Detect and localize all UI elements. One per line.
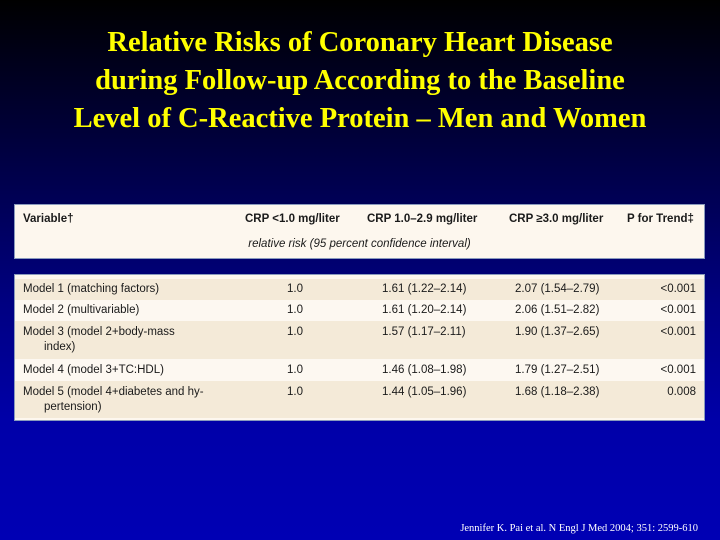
cell-crp-low: 1.0 bbox=[287, 364, 303, 376]
header-crp-mid: CRP 1.0–2.9 mg/liter bbox=[367, 213, 478, 225]
cell-p-trend: 0.008 bbox=[667, 386, 696, 398]
title-line-2: during Follow-up According to the Baseli… bbox=[95, 65, 625, 96]
title-line-3: Level of C-Reactive Protein – Men and Wo… bbox=[73, 103, 647, 134]
cell-variable: Model 1 (matching factors) bbox=[23, 283, 160, 295]
table-row: Model 4 (model 3+TC:HDL) 1.0 1.46 (1.08–… bbox=[15, 359, 704, 381]
cell-crp-high: 1.79 (1.27–2.51) bbox=[515, 364, 600, 376]
title-line-1: Relative Risks of Coronary Heart Disease bbox=[107, 27, 613, 58]
table-header: Variable† CRP <1.0 mg/liter CRP 1.0–2.9 … bbox=[14, 204, 705, 259]
header-crp-high: CRP ≥3.0 mg/liter bbox=[509, 213, 604, 225]
cell-crp-mid: 1.46 (1.08–1.98) bbox=[382, 364, 467, 376]
cell-p-trend: <0.001 bbox=[660, 364, 697, 376]
cell-crp-mid: 1.61 (1.20–2.14) bbox=[382, 304, 467, 316]
cell-crp-low: 1.0 bbox=[287, 326, 303, 338]
cell-crp-high: 2.06 (1.51–2.82) bbox=[515, 304, 600, 316]
cell-p-trend: <0.001 bbox=[660, 326, 697, 338]
cell-crp-mid: 1.57 (1.17–2.11) bbox=[382, 326, 466, 338]
table-subheader: relative risk (95 percent confidence int… bbox=[248, 238, 471, 250]
table-row: Model 1 (matching factors) 1.0 1.61 (1.2… bbox=[15, 279, 704, 300]
header-p-trend: P for Trend‡ bbox=[627, 213, 694, 225]
cell-variable: Model 5 (model 4+diabetes and hy- bbox=[23, 386, 204, 398]
cell-variable: Model 4 (model 3+TC:HDL) bbox=[23, 364, 164, 376]
cell-p-trend: <0.001 bbox=[660, 283, 697, 295]
cell-crp-low: 1.0 bbox=[287, 283, 303, 295]
cell-variable: Model 3 (model 2+body-mass bbox=[23, 326, 175, 338]
cell-crp-mid: 1.61 (1.22–2.14) bbox=[382, 283, 467, 295]
cell-crp-high: 2.07 (1.54–2.79) bbox=[515, 283, 600, 295]
cell-crp-high: 1.68 (1.18–2.38) bbox=[515, 386, 600, 398]
citation: Jennifer K. Pai et al. N Engl J Med 2004… bbox=[460, 523, 698, 534]
cell-variable-continued: pertension) bbox=[44, 401, 102, 413]
cell-p-trend: <0.001 bbox=[660, 304, 697, 316]
header-variable: Variable† bbox=[23, 213, 74, 225]
cell-crp-high: 1.90 (1.37–2.65) bbox=[515, 326, 600, 338]
table-row: Model 2 (multivariable) 1.0 1.61 (1.20–2… bbox=[15, 300, 704, 321]
cell-crp-low: 1.0 bbox=[287, 386, 303, 398]
table-row: Model 3 (model 2+body-mass index) 1.0 1.… bbox=[15, 321, 704, 359]
cell-crp-mid: 1.44 (1.05–1.96) bbox=[382, 386, 467, 398]
slide-title: Relative Risks of Coronary Heart Disease… bbox=[0, 24, 720, 138]
cell-variable: Model 2 (multivariable) bbox=[23, 304, 140, 316]
header-crp-low: CRP <1.0 mg/liter bbox=[245, 213, 340, 225]
table-body: Model 1 (matching factors) 1.0 1.61 (1.2… bbox=[14, 274, 705, 421]
table-row: Model 5 (model 4+diabetes and hy- perten… bbox=[15, 381, 704, 418]
cell-crp-low: 1.0 bbox=[287, 304, 303, 316]
cell-variable-continued: index) bbox=[44, 341, 76, 353]
